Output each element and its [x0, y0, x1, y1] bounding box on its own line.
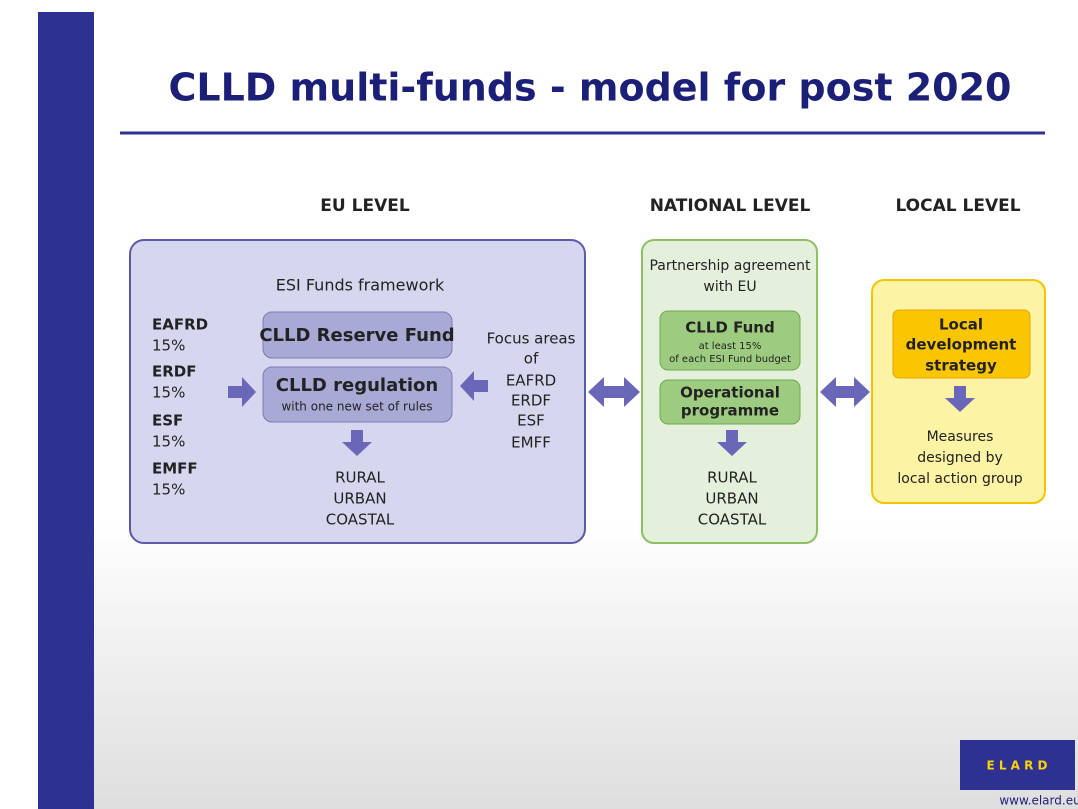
programme-label: Operational	[680, 384, 780, 402]
outcome: RURAL	[335, 469, 385, 487]
title: CLLD multi-funds - model for post 2020	[168, 66, 1011, 110]
focus-area: ERDF	[511, 392, 551, 410]
focus-area: Focus areas	[487, 330, 576, 348]
measures-label: Measures	[927, 429, 994, 445]
clld-fund-title: CLLD Fund	[685, 319, 774, 337]
focus-area: EMFF	[511, 434, 551, 452]
fund-share: 15%	[152, 433, 185, 451]
agreement-label: with EU	[703, 279, 756, 295]
regulation-subtitle: with one new set of rules	[281, 400, 432, 414]
fund-name: EAFRD	[152, 316, 208, 334]
fund-share: 15%	[152, 481, 185, 499]
measures-label: designed by	[917, 450, 1003, 466]
side-bar	[38, 12, 94, 809]
strategy-label: development	[906, 336, 1017, 354]
clld-fund-line: at least 15%	[699, 341, 762, 352]
focus-area: EAFRD	[506, 372, 556, 390]
outcome: URBAN	[333, 490, 386, 508]
framework-label: ESI Funds framework	[276, 276, 445, 295]
double-arrow	[820, 377, 870, 407]
clld-fund-line: of each ESI Fund budget	[669, 354, 791, 365]
double-arrow	[588, 377, 640, 407]
level-header: EU LEVEL	[320, 196, 410, 216]
slide: CLLD multi-funds - model for post 2020 E…	[0, 0, 1078, 809]
outcome: RURAL	[707, 469, 757, 487]
reserve-fund-label: CLLD Reserve Fund	[259, 325, 454, 346]
regulation-title: CLLD regulation	[276, 375, 438, 396]
outcome: COASTAL	[698, 511, 767, 529]
strategy-label: Local	[939, 316, 983, 334]
fund-name: ERDF	[152, 363, 197, 381]
fund-name: EMFF	[152, 460, 198, 478]
fund-share: 15%	[152, 337, 185, 355]
outcome: URBAN	[705, 490, 758, 508]
fund-share: 15%	[152, 384, 185, 402]
focus-area: ESF	[517, 412, 545, 430]
outcome: COASTAL	[326, 511, 395, 529]
logo-url: www.elard.eu	[999, 794, 1078, 808]
measures-label: local action group	[897, 471, 1022, 487]
programme-label: programme	[681, 402, 779, 420]
focus-area: of	[524, 350, 539, 368]
fund-name: ESF	[152, 412, 183, 430]
level-header: LOCAL LEVEL	[895, 196, 1020, 216]
strategy-label: strategy	[925, 357, 997, 375]
level-header: NATIONAL LEVEL	[650, 196, 811, 216]
logo-text: E L A R D	[986, 759, 1047, 773]
agreement-label: Partnership agreement	[649, 258, 811, 274]
background-fade	[94, 520, 1078, 809]
page: CLLD multi-funds - model for post 2020 E…	[0, 0, 1078, 809]
